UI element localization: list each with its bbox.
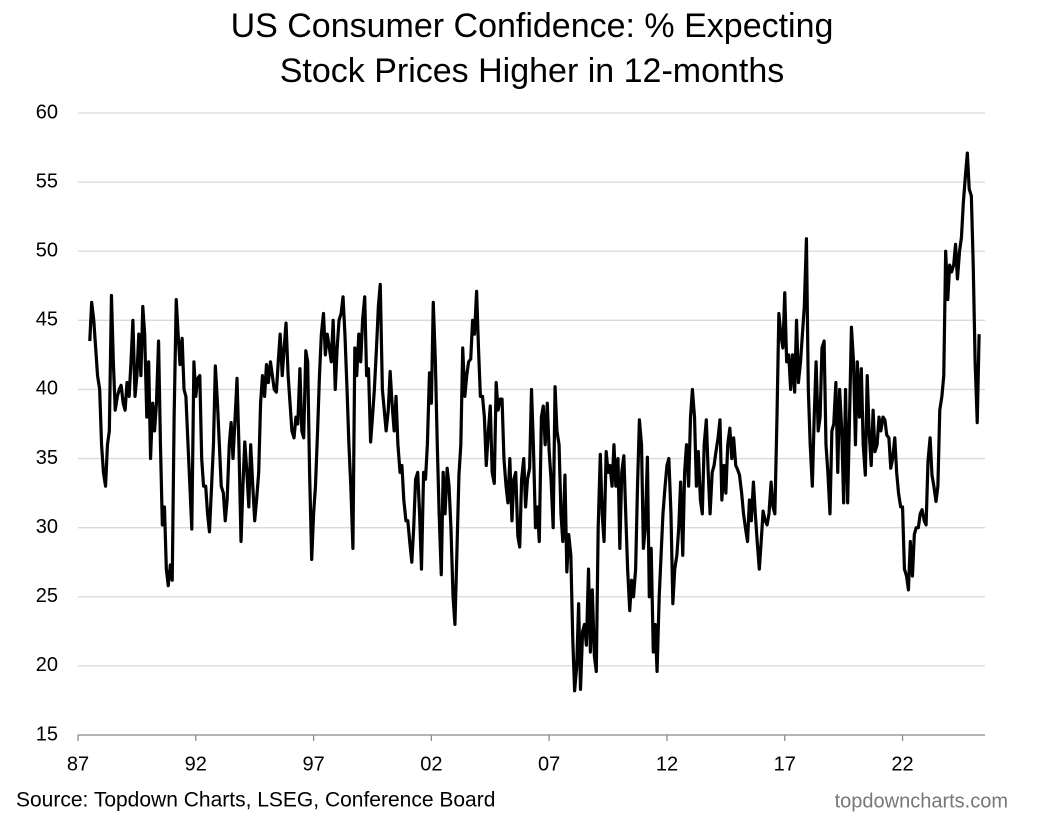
y-tick-label: 25 — [36, 585, 58, 607]
y-tick-label: 30 — [36, 516, 58, 538]
y-tick-label: 40 — [36, 378, 58, 400]
x-tick-label: 87 — [67, 753, 89, 775]
watermark: topdowncharts.com — [835, 790, 1008, 812]
x-tick-label: 92 — [185, 753, 207, 775]
y-tick-label: 60 — [36, 101, 58, 123]
x-tick-label: 07 — [538, 753, 560, 775]
y-tick-label: 45 — [36, 309, 58, 331]
chart-title: US Consumer Confidence: % Expecting — [231, 7, 834, 45]
x-tick-label: 97 — [302, 753, 324, 775]
y-tick-label: 15 — [36, 723, 58, 745]
y-tick-label: 55 — [36, 170, 58, 192]
y-tick-label: 50 — [36, 240, 58, 262]
x-tick-label: 02 — [420, 753, 442, 775]
source-note: Source: Topdown Charts, LSEG, Conference… — [16, 789, 495, 812]
x-tick-label: 17 — [774, 753, 796, 775]
data-line — [88, 151, 981, 693]
y-tick-label: 35 — [36, 447, 58, 469]
x-tick-label: 12 — [656, 753, 678, 775]
x-tick-label: 22 — [891, 753, 913, 775]
y-tick-label: 20 — [36, 654, 58, 676]
chart-title: Stock Prices Higher in 12-months — [280, 52, 785, 90]
